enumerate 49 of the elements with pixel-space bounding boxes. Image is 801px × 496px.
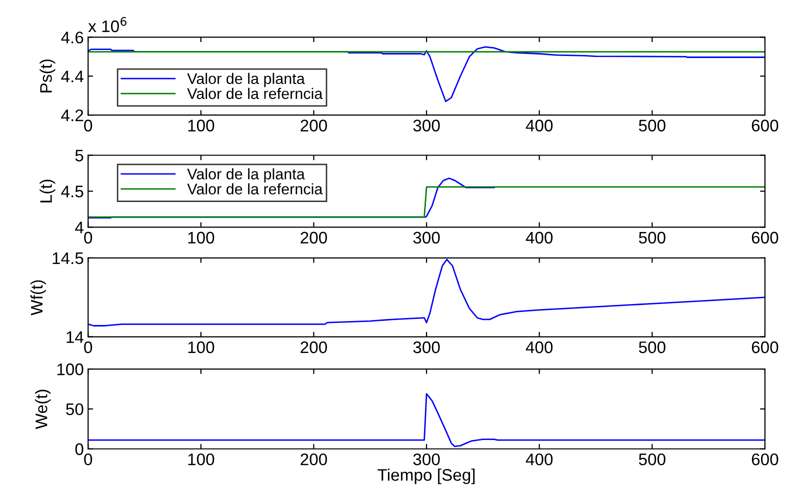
x-tick-label: 0 [84, 120, 92, 132]
x-tick-label: 500 [638, 453, 666, 466]
y-axis-title: Wf(t) [30, 280, 46, 316]
x-tick-label: 500 [638, 120, 666, 132]
x-tick-label: 600 [752, 453, 778, 466]
y-axis-title: We(t) [35, 390, 51, 430]
x-tick-label: 0 [84, 453, 92, 466]
x-tick-label: 100 [188, 232, 214, 244]
x-tick-label: 300 [413, 232, 440, 244]
x-tick-label: 300 [413, 341, 440, 354]
text: x 10$^{6}$ [88, 17, 126, 32]
x-tick-label: 400 [526, 453, 553, 466]
x-tick-label: 200 [300, 453, 327, 466]
x-tick-label: 200 [300, 120, 327, 132]
x-tick-label: 0 [84, 232, 92, 244]
x-tick-label: 300 [413, 453, 440, 466]
y-tick-label: 4.5 [61, 186, 84, 198]
x-axis-title: Tiempo [Seg] [378, 468, 475, 484]
x-tick-label: 200 [300, 232, 327, 244]
x-tick-label: 400 [526, 120, 553, 132]
y-tick-label: 4.2 [61, 109, 84, 122]
y-tick-label: 4 [75, 222, 84, 234]
y-axis-title: Ps(t) [40, 60, 56, 92]
x-tick-label: 500 [638, 341, 666, 354]
x-tick-label: 200 [300, 341, 327, 354]
text: Valor de la planta [187, 168, 305, 182]
y-tick-label: 50 [66, 403, 84, 416]
x-tick-label: 600 [752, 232, 778, 244]
x-tick-label: 100 [188, 341, 214, 354]
x-tick-label: 300 [413, 120, 440, 132]
x-tick-label: 100 [188, 453, 214, 466]
legend-label: Valor de la referncia [187, 88, 323, 100]
x-tick-label: 400 [526, 341, 553, 354]
y-tick-label: 100 [57, 363, 84, 376]
y-tick-label: 14.5 [52, 252, 84, 264]
y-tick-label: 0 [75, 443, 84, 456]
x-tick-label: 0 [84, 341, 92, 354]
y-tick-label: 5 [75, 150, 84, 162]
x-tick-label: 100 [188, 120, 214, 132]
y-tick-label: 4.6 [61, 32, 84, 44]
x-tick-label: 600 [752, 341, 778, 354]
series-label: Valor de la referncia [187, 183, 323, 194]
y-axis-title: L(t) [40, 180, 56, 202]
y-tick-label: 4.4 [61, 70, 84, 82]
x-tick-label: 400 [526, 232, 553, 244]
x-tick-label: 600 [752, 120, 778, 132]
legend-label: Valor de la planta [187, 72, 305, 88]
y-tick-label: 14 [66, 331, 84, 343]
x-tick-label: 500 [638, 232, 666, 244]
